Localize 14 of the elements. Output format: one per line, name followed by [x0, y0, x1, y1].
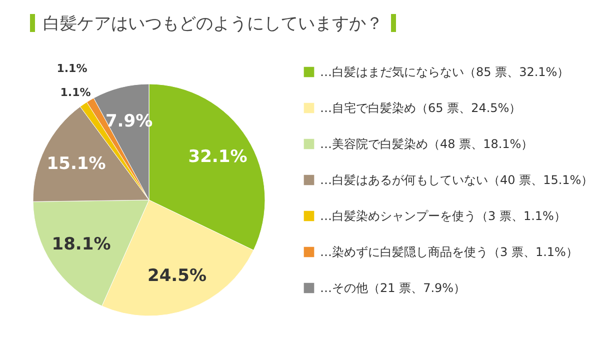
data-label: 24.5% — [148, 266, 207, 286]
legend-label: …白髪はあるが何もしていない（40 票、15.1%） — [320, 173, 594, 187]
data-label: 1.1% — [60, 86, 91, 99]
data-label: 15.1% — [46, 154, 106, 174]
data-label: 32.1% — [188, 146, 248, 167]
data-label: 1.1% — [56, 62, 88, 75]
data-label: 18.1% — [52, 234, 111, 255]
legend-label: …自宅で白髪染め（65 票、24.5%） — [320, 101, 522, 115]
legend-label: …白髪はまだ気にならない（85 票、32.1%） — [320, 65, 570, 79]
legend-label: …美容院で白髪染め（48 票、18.1%） — [320, 137, 534, 151]
legend-label: …その他（21 票、7.9%） — [320, 281, 466, 295]
legend-label: …染めずに白髪隠し商品を使う（3 票、1.1%） — [320, 245, 578, 259]
legend-label: …白髪染めシャンプーを使う（3 票、1.1%） — [320, 209, 566, 223]
chart-title: 白髪ケアはいつもどのようにしていますか？ — [43, 12, 383, 34]
